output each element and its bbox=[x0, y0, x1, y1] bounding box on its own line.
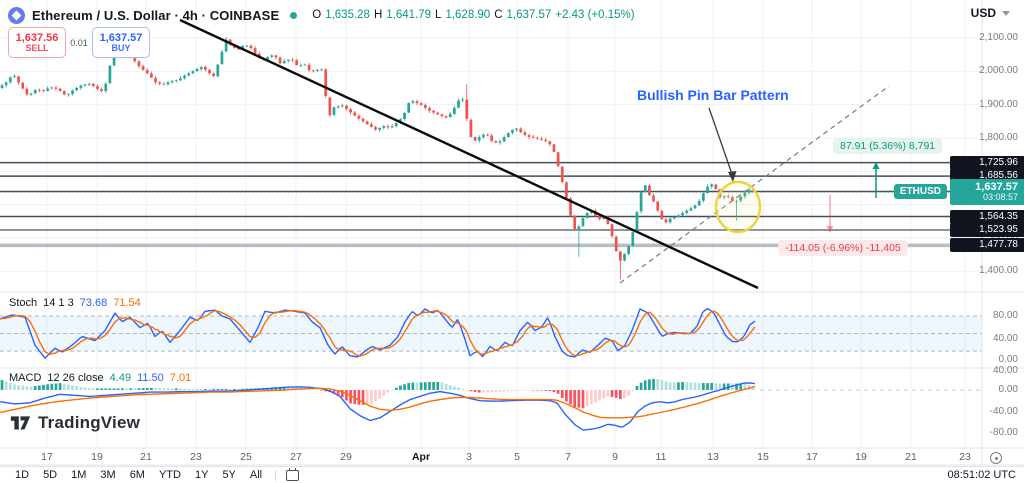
range-button-YTD[interactable]: YTD bbox=[158, 469, 181, 481]
buy-label: BUY bbox=[111, 42, 131, 53]
measure-up-label[interactable]: 87.91 (5.36%) 8,791 bbox=[833, 138, 943, 154]
symbol-header: Ethereum / U.S. Dollar · 4h · COINBASE O… bbox=[8, 5, 635, 25]
sell-button[interactable]: 1,637.56 SELL bbox=[8, 27, 66, 58]
open-value: 1,635.28 bbox=[325, 9, 370, 21]
stoch-k-value: 73.68 bbox=[79, 297, 108, 309]
ethereum-icon bbox=[8, 6, 25, 24]
measure-down-label[interactable]: -114.05 (-6.96%) -11,405 bbox=[778, 240, 908, 256]
macd-legend[interactable]: MACD 12 26 close 4.49 11.50 7.01 bbox=[9, 372, 191, 384]
stoch-name: Stoch bbox=[9, 297, 38, 309]
spread-value: 0.01 bbox=[70, 37, 88, 48]
buy-price: 1,637.57 bbox=[99, 31, 143, 44]
range-buttons: 1D 5D 1M 3M 6M YTD 1Y 5Y All bbox=[8, 469, 269, 481]
close-value: 1,637.57 bbox=[506, 9, 552, 21]
currency-label: USD bbox=[970, 6, 996, 20]
stoch-d-value: 71.54 bbox=[113, 297, 141, 309]
stoch-params: 14 1 3 bbox=[43, 297, 74, 309]
open-label: O bbox=[312, 9, 322, 21]
chevron-down-icon bbox=[1002, 10, 1010, 16]
time-axis-settings-icon[interactable] bbox=[990, 452, 1002, 464]
buy-button[interactable]: 1,637.57 BUY bbox=[92, 27, 150, 58]
ohlc-values: O 1,635.28 H 1,641.79 L 1,628.90 C 1,637.57 … bbox=[312, 9, 634, 21]
macd-line-value: 11.50 bbox=[137, 372, 164, 384]
change-value: +2.43 (+0.15%) bbox=[555, 9, 635, 21]
market-status-dot[interactable] bbox=[290, 11, 298, 19]
range-button-1M[interactable]: 1M bbox=[71, 469, 87, 481]
range-button-6M[interactable]: 6M bbox=[129, 469, 145, 481]
tradingview-logo-text: TradingView bbox=[38, 412, 141, 432]
pattern-annotation[interactable]: Bullish Pin Bar Pattern bbox=[637, 87, 789, 103]
macd-signal-value: 7.01 bbox=[169, 372, 192, 384]
range-button-1D[interactable]: 1D bbox=[15, 469, 30, 481]
tradingview-logo-icon bbox=[10, 416, 31, 430]
bottom-toolbar: 1D 5D 1M 3M 6M YTD 1Y 5Y All 08:51:02 UTC bbox=[0, 466, 1024, 483]
toolbar-divider bbox=[275, 469, 277, 481]
stoch-legend[interactable]: Stoch 14 1 3 73.68 71.54 bbox=[9, 297, 141, 309]
low-value: 1,628.90 bbox=[445, 9, 491, 21]
range-button-3M[interactable]: 3M bbox=[100, 469, 116, 481]
low-label: L bbox=[435, 9, 442, 21]
macd-name: MACD bbox=[9, 372, 42, 384]
range-button-5Y[interactable]: 5Y bbox=[222, 469, 236, 481]
clock-utc[interactable]: 08:51:02 UTC bbox=[947, 469, 1016, 481]
range-button-5D[interactable]: 5D bbox=[43, 469, 58, 481]
range-button-1Y[interactable]: 1Y bbox=[194, 469, 209, 481]
macd-params: 12 26 close bbox=[47, 372, 104, 384]
high-label: H bbox=[373, 9, 383, 21]
range-button-All[interactable]: All bbox=[249, 469, 263, 481]
order-panel: 1,637.56 SELL 0.01 1,637.57 BUY bbox=[8, 27, 150, 58]
high-value: 1,641.79 bbox=[386, 9, 432, 21]
symbol-title[interactable]: Ethereum / U.S. Dollar · 4h · COINBASE bbox=[32, 7, 280, 23]
go-to-date-icon[interactable] bbox=[286, 467, 300, 481]
currency-dropdown[interactable]: USD bbox=[971, 6, 1010, 20]
sell-label: SELL bbox=[25, 42, 49, 53]
tradingview-logo[interactable]: TradingView bbox=[10, 412, 140, 433]
close-label: C bbox=[494, 9, 503, 21]
macd-hist-value: 4.49 bbox=[109, 372, 132, 384]
sell-price: 1,637.56 bbox=[15, 31, 59, 44]
